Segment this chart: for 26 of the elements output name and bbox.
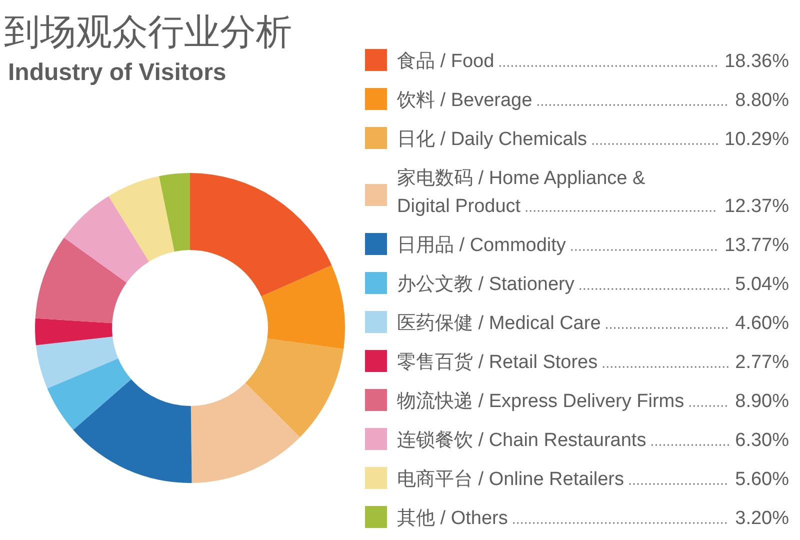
- data-label: 2.77%: [735, 352, 790, 373]
- data-label: 8.90%: [735, 391, 790, 412]
- legend-label: 连锁餐饮 / Chain Restaurants: [397, 430, 646, 451]
- legend-label: 电商平台 / Online Retailers: [397, 468, 624, 490]
- legend-label: 零售百货 / Retail Stores: [397, 352, 598, 373]
- legend-label: 物流快递 / Express Delivery Firms: [397, 390, 684, 412]
- legend-label: 日用品 / Commodity: [397, 235, 566, 256]
- data-label: 3.20%: [735, 508, 790, 529]
- title: 到场观众行业分析: [4, 11, 292, 52]
- subtitle: Industry of Visitors: [8, 59, 226, 86]
- legend-label: 其他 / Others: [397, 508, 508, 529]
- data-label: 18.36%: [724, 51, 790, 72]
- legend-label: 日化 / Daily Chemicals: [397, 129, 588, 150]
- legend-label: 食品 / Food: [397, 51, 494, 72]
- legend-label: 饮料 / Beverage: [396, 90, 532, 111]
- data-label: 5.04%: [735, 274, 790, 295]
- data-label: 8.80%: [735, 90, 790, 111]
- data-label: 5.60%: [735, 469, 790, 490]
- legend-label: 办公文教 / Stationery: [397, 274, 575, 295]
- legend-label: 医药保健 / Medical Care: [397, 313, 601, 334]
- data-label: 13.77%: [724, 235, 790, 256]
- data-label: 4.60%: [735, 313, 790, 334]
- legend-label: 家电数码 / Home Appliance & Digital Product: [397, 167, 646, 217]
- data-label: 10.29%: [724, 129, 790, 150]
- data-label: 6.30%: [735, 430, 790, 451]
- data-label: 12.37%: [724, 196, 790, 217]
